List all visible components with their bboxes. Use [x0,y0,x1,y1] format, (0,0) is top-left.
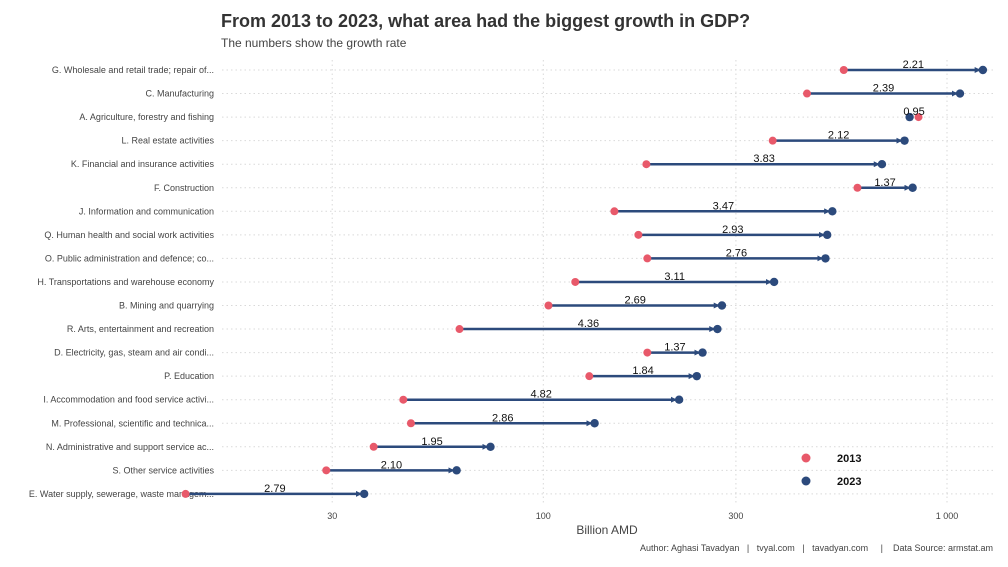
chart-subtitle: The numbers show the growth rate [221,36,407,50]
point-2023 [769,277,779,287]
point-2023 [905,112,914,122]
point-2013 [181,489,190,498]
point-2013 [642,160,651,169]
point-2023 [823,230,832,240]
point-2023 [698,348,707,357]
category-label: I. Accommodation and food service activi… [43,395,214,405]
growth-rate-label: 4.36 [578,318,599,330]
category-label: M. Professional, scientific and technica… [51,418,214,428]
point-2023 [900,136,909,145]
category-label: H. Transportations and warehouse economy [37,277,214,287]
point-2013 [768,136,777,145]
point-2023 [978,65,988,75]
category-label: E. Water supply, sewerage, waste managem… [29,489,214,499]
growth-rate-label: 1.37 [664,342,685,354]
category-label: S. Other service activities [112,465,214,475]
chart-title: From 2013 to 2023, what area had the big… [221,11,750,31]
point-2023 [821,254,830,263]
category-label: K. Financial and insurance activities [71,159,215,169]
point-2013 [369,442,378,451]
growth-rate-label: 2.69 [624,295,645,307]
point-2013 [571,277,580,286]
growth-rate-label: 2.93 [722,224,743,236]
category-labels: G. Wholesale and retail trade; repair of… [29,65,215,499]
point-2013 [643,348,652,357]
category-label: P. Education [164,371,214,381]
category-label: N. Administrative and support service ac… [46,442,214,452]
point-2013 [399,395,408,404]
growth-rate-label: 2.12 [828,130,849,142]
category-label: F. Construction [154,183,214,193]
growth-rate-label: 4.82 [531,389,552,401]
x-tick-label: 30 [327,511,337,521]
point-2023 [877,160,887,169]
point-2013 [839,66,848,74]
category-label: J. Information and communication [79,206,214,216]
point-2023 [486,442,495,451]
x-axis-ticks: 30 100 300 1 000 [327,511,958,521]
growth-rate-label: 3.83 [753,153,774,165]
point-2013 [610,207,619,216]
growth-rate-label: 3.47 [713,200,734,212]
growth-rate-label: 2.10 [381,459,402,471]
category-label: B. Mining and quarrying [119,301,214,311]
growth-rate-label: 2.76 [726,247,747,259]
category-label: C. Manufacturing [145,89,214,99]
point-2013 [322,466,331,475]
category-label: G. Wholesale and retail trade; repair of… [52,65,214,75]
growth-rate-label: 1.95 [421,436,442,448]
point-2023 [955,89,965,98]
category-label: O. Public administration and defence; co… [45,253,214,263]
legend-key-2023 [801,476,811,486]
point-2023 [713,324,722,334]
point-2023 [717,301,727,310]
point-2013 [853,183,862,192]
category-label: Q. Human health and social work activiti… [44,230,214,240]
point-2023 [692,371,701,381]
point-2023 [908,183,917,192]
dumbbell-segments: 2.21 2.39 0.95 2.12 3.83 1.37 3.47 2.93 2.76 3.11… [181,59,988,499]
point-2013 [544,301,553,310]
growth-rate-label: 2.79 [264,483,285,495]
legend-label: 2023 [837,476,861,488]
growth-rate-label: 1.37 [874,177,895,189]
point-2023 [674,395,684,404]
point-2023 [359,489,369,499]
x-tick-label: 300 [728,511,743,521]
category-label: A. Agriculture, forestry and fishing [79,112,214,122]
category-label: R. Arts, entertainment and recreation [67,324,214,334]
category-label: D. Electricity, gas, steam and air condi… [54,348,214,358]
x-axis-label: Billion AMD [576,523,638,537]
growth-rate-label: 2.86 [492,412,513,424]
growth-rate-label: 2.39 [873,83,894,95]
x-tick-label: 1 000 [936,511,959,521]
x-tick-label: 100 [536,511,551,521]
point-2023 [828,207,837,216]
chart-caption: Author: Aghasi Tavadyan | tvyal.com | ta… [640,543,993,553]
point-2023 [590,419,599,428]
point-2013 [643,254,652,263]
legend-key-2013 [801,453,811,463]
growth-rate-label: 0.95 [903,106,924,118]
growth-rate-label: 1.84 [632,365,653,377]
point-2023 [452,466,461,475]
point-2013 [406,419,415,428]
point-2013 [914,113,923,122]
legend: 2013 2023 [801,453,861,488]
point-2013 [634,230,643,239]
growth-rate-label: 3.11 [664,271,685,283]
point-2013 [585,372,594,381]
category-label: L. Real estate activities [121,136,214,146]
point-2013 [803,89,812,98]
growth-rate-label: 2.21 [903,59,924,71]
point-2013 [455,325,464,334]
legend-label: 2013 [837,453,861,465]
